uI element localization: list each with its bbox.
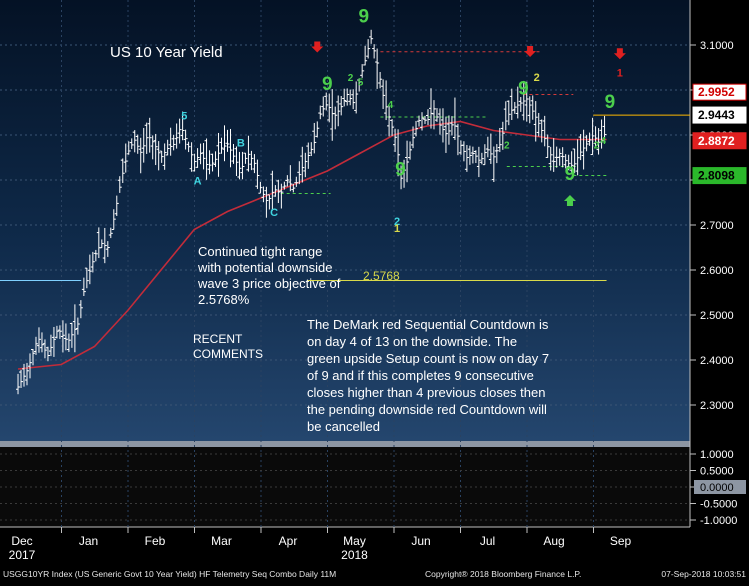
wave-annotation: Continued tight range with potential dow… <box>197 244 341 307</box>
y-tick-label: 2.5000 <box>700 310 734 322</box>
sequential-marker: 2 <box>394 216 400 228</box>
arrow-down-icon <box>524 46 537 57</box>
comment-line: the pending downside red Countdown will <box>307 402 547 417</box>
x-tick-label: Feb <box>145 534 166 548</box>
sequential-marker: 5 <box>358 78 364 89</box>
sequential-marker: C <box>270 207 278 219</box>
x-tick-label: Jan <box>79 534 98 548</box>
sequential-marker: 1 <box>617 68 623 80</box>
x-tick-label: Dec <box>11 534 32 548</box>
price-label: 2.9443 <box>698 108 735 122</box>
sequential-marker: 2 <box>534 72 540 84</box>
price-label-box <box>692 132 747 150</box>
sequential-marker: 9 <box>359 7 370 28</box>
osc-current-box <box>694 480 746 494</box>
comment-line: on day 4 of 13 on the downside. The <box>307 334 517 349</box>
comment-line: of 9 and if this completes 9 consecutive <box>307 368 534 383</box>
price-label: 2.8098 <box>698 169 735 183</box>
price-label: 2.9952 <box>698 85 735 99</box>
x-tick-label: Jun <box>411 534 430 548</box>
wave-text-line: Continued tight range <box>198 244 322 259</box>
arrow-up-icon <box>563 195 576 206</box>
x-tick-label: Sep <box>610 534 632 548</box>
sequential-marker: B <box>237 137 245 149</box>
footer-left: USGG10YR Index (US Generic Govt 10 Year … <box>3 569 336 579</box>
osc-tick-label: -1.0000 <box>700 515 737 527</box>
sequential-marker: 2 <box>594 141 600 152</box>
price-label-box <box>692 83 747 101</box>
sequential-marker: 9 <box>518 79 529 100</box>
osc-tick-label: -0.5000 <box>700 499 737 511</box>
sequential-marker: 2 <box>504 141 510 152</box>
osc-current-label: 0.0000 <box>700 482 734 494</box>
sequential-marker: 2 <box>348 73 354 84</box>
comment-line: closes higher than 4 previous closes the… <box>307 385 545 400</box>
recent-comments-line: COMMENTS <box>193 347 263 361</box>
sequential-marker: 9 <box>605 92 616 113</box>
x-tick-sublabel: 2018 <box>341 548 368 562</box>
chart-title: US 10 Year Yield <box>110 44 223 61</box>
y-tick-label: 3.1000 <box>700 40 734 52</box>
x-tick-label: May <box>343 534 366 548</box>
wave-text-line: 2.5768% <box>198 292 250 307</box>
x-tick-label: Aug <box>543 534 564 548</box>
x-tick-label: Apr <box>279 534 298 548</box>
comment-line: green upside Setup count is now on day 7 <box>307 351 549 366</box>
panel-divider <box>0 441 690 447</box>
osc-tick-label: 1.0000 <box>700 449 734 461</box>
price-label: 2.8872 <box>698 134 735 148</box>
wave-text-line: with potential downside <box>197 260 332 275</box>
sequential-marker: 5 <box>181 110 187 122</box>
comment-text: The DeMark red Sequential Countdown is o… <box>307 317 549 434</box>
y-tick-label: 2.7000 <box>700 220 734 232</box>
wave-text-line: wave 3 price objective of <box>197 276 341 291</box>
sequential-marker: 9 <box>322 74 333 95</box>
x-tick-label: Mar <box>211 534 232 548</box>
footer-center: Copyright® 2018 Bloomberg Finance L.P. <box>425 569 581 579</box>
y-tick-label: 2.4000 <box>700 355 734 367</box>
sequential-marker: A <box>194 176 202 188</box>
y-tick-label: 2.6000 <box>700 265 734 277</box>
footer-right: 07-Sep-2018 10:03:51 <box>661 569 746 579</box>
osc-tick-label: 0.5000 <box>700 466 734 478</box>
sequential-marker: 4 <box>388 100 394 111</box>
x-tick-label: Jul <box>480 534 495 548</box>
arrow-down-icon <box>613 48 626 60</box>
price-label-box <box>692 106 747 124</box>
comment-line: The DeMark red Sequential Countdown is <box>307 317 549 332</box>
y-tick-label: 2.3000 <box>700 400 734 412</box>
recent-comments-line: RECENT <box>193 332 243 346</box>
sequential-marker: 9 <box>565 164 576 185</box>
objective-level-label: 2.5768 <box>363 269 400 283</box>
recent-comments-label: RECENT COMMENTS <box>193 332 263 361</box>
sequential-marker: 9 <box>395 160 406 181</box>
arrow-down-icon <box>311 41 324 53</box>
x-tick-sublabel: 2017 <box>9 548 36 562</box>
comment-line: be cancelled <box>307 419 380 434</box>
main-panel-background <box>0 0 690 441</box>
moving-average-line <box>17 120 607 370</box>
sequential-marker: 1 <box>394 223 400 235</box>
sequential-marker: 4 <box>600 136 606 147</box>
price-label-box <box>692 167 747 185</box>
